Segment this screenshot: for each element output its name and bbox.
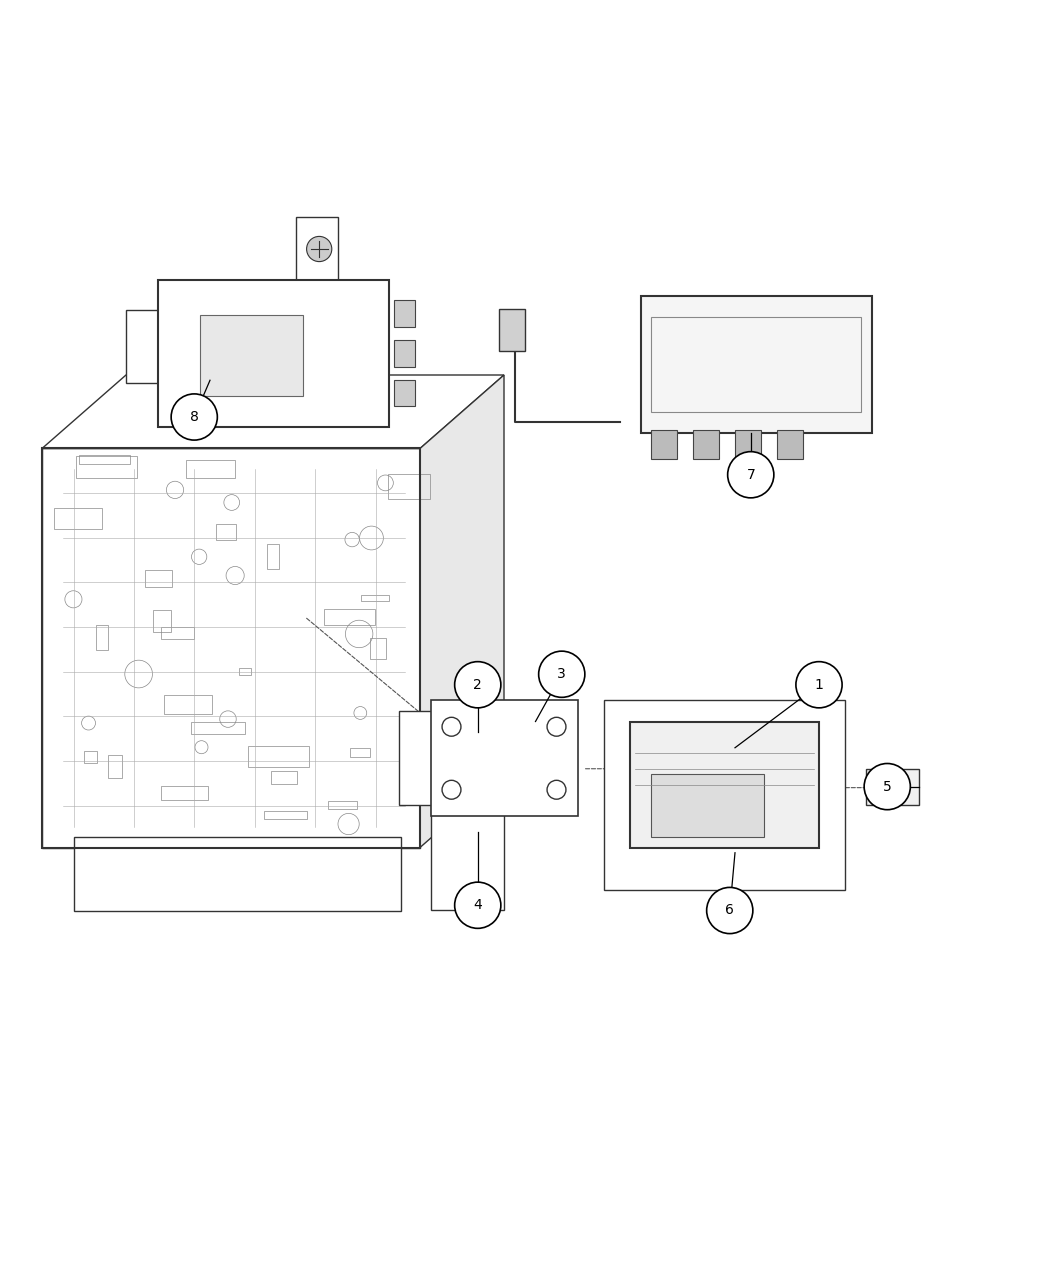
Circle shape (171, 394, 217, 440)
Circle shape (539, 652, 585, 697)
Bar (108, 755, 122, 778)
Bar (76, 456, 136, 478)
FancyBboxPatch shape (200, 315, 303, 397)
Text: 6: 6 (726, 904, 734, 918)
Circle shape (864, 764, 910, 810)
FancyBboxPatch shape (126, 310, 163, 384)
Bar (74, 836, 401, 910)
Text: 5: 5 (883, 779, 891, 793)
FancyBboxPatch shape (296, 218, 338, 280)
Bar (370, 639, 386, 658)
Bar (777, 430, 803, 459)
Circle shape (728, 451, 774, 497)
Bar (215, 524, 236, 541)
Bar (361, 595, 388, 602)
Bar (162, 627, 194, 639)
Bar (164, 695, 212, 714)
FancyBboxPatch shape (499, 309, 525, 351)
Bar (735, 430, 761, 459)
Text: 7: 7 (747, 468, 755, 482)
Circle shape (455, 882, 501, 928)
Bar (42, 449, 420, 848)
FancyBboxPatch shape (604, 700, 845, 890)
Bar (239, 668, 251, 676)
Bar (97, 626, 108, 650)
Bar (84, 751, 97, 762)
Bar (350, 747, 370, 757)
Circle shape (455, 662, 501, 708)
FancyBboxPatch shape (42, 449, 420, 848)
Bar (329, 801, 357, 810)
Bar (191, 722, 246, 734)
Bar (651, 430, 677, 459)
Polygon shape (42, 375, 504, 449)
FancyBboxPatch shape (630, 722, 819, 848)
Text: 2: 2 (474, 678, 482, 692)
Bar (248, 746, 310, 768)
Bar (153, 609, 171, 632)
Circle shape (307, 236, 332, 261)
Bar (55, 509, 102, 529)
FancyBboxPatch shape (430, 806, 504, 910)
Bar (145, 570, 172, 586)
Polygon shape (420, 375, 504, 848)
FancyBboxPatch shape (651, 774, 764, 836)
Circle shape (796, 662, 842, 708)
Bar (186, 460, 235, 478)
FancyBboxPatch shape (866, 769, 919, 806)
FancyBboxPatch shape (399, 711, 436, 806)
Bar (324, 609, 376, 625)
Bar (79, 454, 130, 464)
Bar (394, 301, 415, 326)
Circle shape (707, 887, 753, 933)
Bar (268, 543, 279, 570)
Bar (265, 811, 307, 820)
Bar (394, 340, 415, 367)
Text: 4: 4 (474, 899, 482, 912)
Text: 1: 1 (815, 678, 823, 692)
FancyBboxPatch shape (640, 296, 872, 432)
Text: 3: 3 (558, 667, 566, 681)
FancyBboxPatch shape (430, 700, 578, 816)
Bar (693, 430, 719, 459)
Bar (388, 474, 430, 499)
FancyBboxPatch shape (158, 280, 388, 427)
Text: 8: 8 (190, 411, 198, 425)
Bar (271, 771, 297, 784)
Bar (162, 785, 208, 801)
Bar (394, 380, 415, 407)
